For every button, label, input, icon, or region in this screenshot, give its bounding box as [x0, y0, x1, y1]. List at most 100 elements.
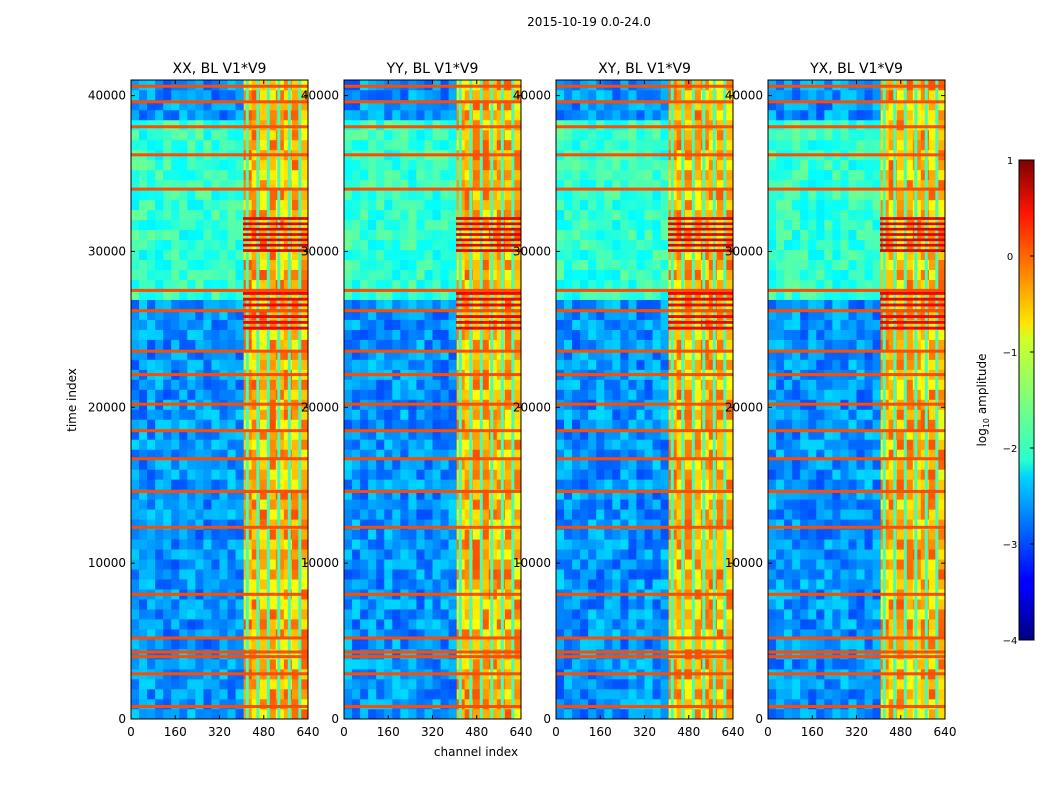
heatmap-cell	[604, 449, 613, 460]
heatmap-cell	[267, 479, 277, 490]
heatmap-cell	[376, 609, 385, 620]
heatmap-cell	[472, 379, 482, 390]
heatmap-cell	[147, 689, 156, 700]
heatmap-cell	[480, 679, 490, 690]
heatmap-cell	[580, 419, 589, 430]
heatmap-cell	[824, 639, 833, 650]
heatmap-cell	[392, 509, 401, 520]
flagged-time-row	[344, 288, 521, 292]
heatmap-cell	[352, 189, 361, 201]
heatmap-cell	[344, 209, 353, 221]
heatmap-cell	[424, 159, 433, 171]
heatmap-cell	[840, 619, 849, 630]
heatmap-cell	[676, 339, 686, 350]
heatmap-cell	[564, 299, 573, 310]
heatmap-cell	[139, 679, 148, 690]
heatmap-cell	[816, 649, 825, 660]
heatmap-cell	[416, 199, 425, 211]
heatmap-cell	[195, 559, 204, 570]
heatmap-cell	[267, 579, 277, 590]
heatmap-cell	[864, 639, 873, 650]
heatmap-cell	[259, 649, 269, 660]
heatmap-cell	[211, 259, 220, 270]
panel-title: YY, BL V1*V9	[386, 61, 479, 77]
heatmap-cell	[227, 159, 236, 171]
heatmap-cell	[596, 239, 605, 251]
heatmap-cell	[556, 709, 565, 720]
heatmap-cell	[392, 229, 401, 241]
heatmap-cell	[676, 579, 686, 590]
heatmap-cell	[267, 679, 277, 690]
heatmap-cell	[564, 499, 573, 510]
heatmap-cell	[163, 169, 172, 181]
heatmap-cell	[440, 569, 449, 580]
heatmap-cell	[724, 349, 734, 360]
heatmap-cell	[203, 699, 212, 710]
heatmap-cell	[344, 569, 353, 580]
heatmap-cell	[448, 539, 457, 550]
heatmap-cell	[299, 509, 309, 520]
heatmap-cell	[596, 679, 605, 690]
heatmap-cell	[856, 539, 865, 550]
heatmap-cell	[408, 179, 417, 191]
heatmap-cell	[424, 519, 433, 530]
heatmap-cell	[620, 519, 629, 530]
heatmap-cell	[588, 689, 597, 700]
heatmap-cell	[628, 209, 637, 221]
heatmap-cell	[131, 609, 140, 620]
heatmap-cell	[384, 619, 393, 630]
heatmap-cell	[504, 509, 514, 520]
heatmap-cell	[660, 419, 669, 430]
heatmap-cell	[400, 139, 409, 151]
heatmap-cell	[660, 479, 669, 490]
heatmap-cell	[612, 129, 621, 141]
heatmap-cell	[267, 359, 277, 370]
heatmap-cell	[227, 649, 236, 660]
heatmap-cell	[612, 409, 621, 420]
heatmap-cell	[299, 329, 309, 340]
heatmap-cell	[480, 199, 490, 211]
heatmap-cell	[408, 109, 417, 121]
heatmap-cell	[628, 329, 637, 340]
heatmap-cell	[856, 559, 865, 570]
heatmap-cell	[448, 239, 457, 251]
heatmap-cell	[400, 609, 409, 620]
heatmap-cell	[360, 359, 369, 370]
heatmap-cell	[472, 109, 482, 121]
heatmap-cell	[195, 359, 204, 370]
heatmap-cell	[368, 489, 377, 500]
heatmap-cell	[187, 319, 196, 330]
heatmap-cell	[840, 699, 849, 710]
high-amplitude-block	[668, 238, 733, 242]
heatmap-cell	[512, 169, 522, 181]
heatmap-cell	[620, 329, 629, 340]
heatmap-cell	[808, 539, 817, 550]
heatmap-cell	[596, 139, 605, 151]
heatmap-cell	[832, 539, 841, 550]
heatmap-cell	[872, 599, 881, 610]
heatmap-cell	[259, 679, 269, 690]
heatmap-cell	[612, 269, 621, 280]
heatmap-cell	[219, 519, 228, 530]
heatmap-cell	[504, 619, 514, 630]
heatmap-cell	[408, 559, 417, 570]
heatmap-cell	[139, 359, 148, 370]
heatmap-cell	[195, 569, 204, 580]
y-tick-label: 20000	[301, 400, 339, 414]
heatmap-cell	[392, 379, 401, 390]
heatmap-cell	[352, 159, 361, 171]
y-tick-label: 40000	[88, 89, 126, 103]
heatmap-cell	[644, 159, 653, 171]
heatmap-cell	[724, 119, 734, 131]
heatmap-cell	[352, 349, 361, 360]
heatmap-cell	[684, 269, 694, 280]
heatmap-cell	[572, 319, 581, 330]
heatmap-cell	[808, 649, 817, 660]
heatmap-cell	[147, 119, 156, 131]
heatmap-cell	[187, 619, 196, 630]
heatmap-cell	[360, 519, 369, 530]
heatmap-cell	[424, 309, 433, 320]
heatmap-cell	[424, 709, 433, 720]
heatmap-cell	[832, 699, 841, 710]
heatmap-cell	[644, 119, 653, 131]
